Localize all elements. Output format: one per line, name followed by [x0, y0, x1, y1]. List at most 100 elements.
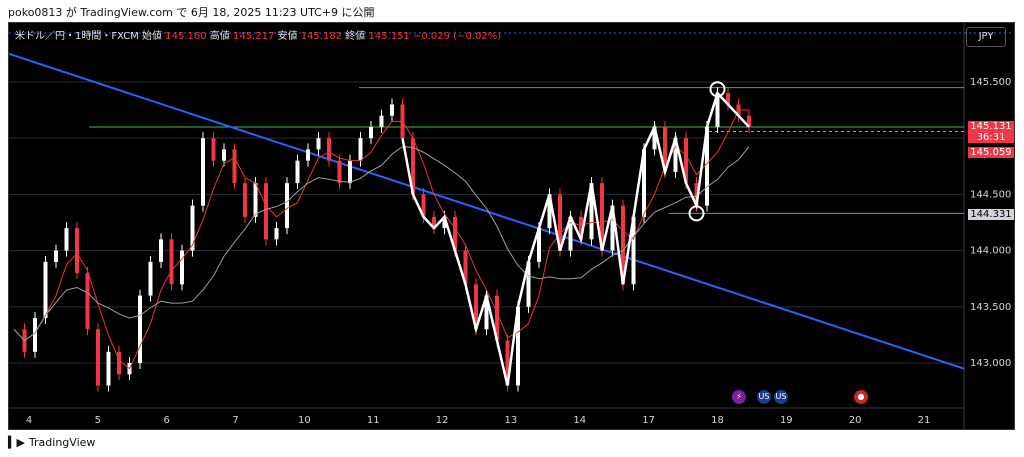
jp-flag-icon[interactable]: ● — [854, 390, 868, 404]
candle-body-60 — [642, 149, 646, 217]
high-label: 高値 — [209, 31, 230, 42]
candle-body-51 — [547, 194, 552, 229]
candle-body-6 — [75, 228, 79, 274]
brand-footer[interactable]: ▍▶ TradingView — [8, 436, 95, 449]
candle-body-43 — [463, 250, 468, 285]
low-marker — [688, 205, 705, 222]
candle-body-67 — [715, 93, 720, 127]
candle-body-58 — [621, 205, 625, 285]
candle-body-27 — [295, 160, 300, 184]
candle-body-47 — [505, 340, 510, 386]
price-chart[interactable]: 145.500145.000144.500144.000143.500143.0… — [9, 23, 1014, 429]
orange-level-tag: 145.059 — [968, 147, 1014, 158]
change-value: −0.029 (−0.02%) — [412, 31, 502, 42]
candle-body-56 — [600, 183, 604, 251]
candle-body-28 — [306, 149, 310, 161]
low-label: 安値 — [277, 31, 298, 42]
candle-body-17 — [190, 205, 195, 251]
candle-body-16 — [180, 250, 184, 285]
candle-body-48 — [516, 306, 520, 386]
candle-body-31 — [337, 160, 342, 184]
y-tick-label-4: 143.500 — [970, 302, 1011, 313]
candle-body-21 — [232, 149, 237, 184]
x-tick-label-3: 7 — [232, 415, 238, 426]
candle-body-3 — [43, 261, 48, 319]
currency-button[interactable]: JPY — [966, 27, 1006, 47]
candle-body-54 — [579, 216, 583, 240]
candle-body-30 — [327, 138, 331, 161]
x-tick-label-12: 20 — [849, 415, 862, 426]
candle-body-13 — [148, 261, 153, 296]
x-tick-label-1: 5 — [95, 415, 101, 426]
us-flag-icon-1[interactable]: US — [757, 390, 771, 404]
candle-body-9 — [106, 351, 111, 386]
open-label: 始値 — [142, 31, 163, 42]
candle-body-64 — [684, 138, 688, 184]
candle-body-53 — [568, 216, 573, 251]
candle-body-22 — [243, 183, 247, 217]
trendline — [9, 52, 965, 370]
candle-body-38 — [411, 138, 415, 195]
candle-body-57 — [610, 205, 615, 251]
candle-body-18 — [201, 138, 205, 206]
candle-body-50 — [537, 228, 541, 262]
candle-body-10 — [117, 351, 121, 375]
x-tick-label-11: 19 — [780, 415, 793, 426]
candle-body-44 — [474, 284, 478, 330]
current-price-tag: 145.131 36:31 — [968, 121, 1014, 143]
x-tick-label-5: 11 — [367, 415, 380, 426]
x-tick-label-4: 10 — [298, 415, 311, 426]
candle-body-39 — [421, 194, 426, 217]
candle-body-65 — [694, 183, 699, 206]
symbol-label: 米ドル／円・1時間・FXCM — [15, 31, 139, 42]
candle-body-49 — [526, 261, 531, 307]
candle-body-34 — [369, 126, 373, 139]
low-value: 145.182 — [300, 31, 343, 42]
candle-body-25 — [274, 228, 279, 240]
countdown: 36:31 — [976, 132, 1006, 143]
y-tick-label-5: 143.000 — [970, 358, 1011, 369]
candle-body-68 — [726, 93, 730, 105]
candle-body-4 — [54, 250, 58, 262]
candle-body-45 — [484, 295, 489, 330]
chart-frame[interactable]: 145.500145.000144.500144.000143.500143.0… — [8, 22, 1015, 430]
candle-body-42 — [453, 216, 457, 251]
candle-body-8 — [96, 329, 100, 386]
candle-body-23 — [253, 183, 258, 217]
ma-fast-line — [13, 109, 749, 370]
x-tick-label-8: 14 — [573, 415, 586, 426]
us-flag-icon-2[interactable]: US — [774, 390, 788, 404]
candle-body-14 — [159, 239, 163, 262]
candle-body-62 — [663, 126, 667, 172]
close-value: 145.151 — [368, 31, 410, 42]
candle-body-32 — [348, 160, 352, 184]
candle-body-7 — [85, 273, 90, 330]
gray-level-tag: 144.331 — [968, 209, 1014, 220]
high-value: 145.217 — [232, 31, 275, 42]
x-tick-label-9: 17 — [642, 415, 655, 426]
y-tick-label-2: 144.500 — [970, 189, 1011, 200]
y-tick-label-3: 144.000 — [970, 246, 1011, 257]
candle-body-24 — [264, 183, 268, 240]
x-tick-label-13: 21 — [918, 415, 931, 426]
zigzag-overlay — [401, 90, 750, 386]
candle-body-29 — [316, 138, 321, 150]
candle-body-15 — [169, 239, 174, 285]
candle-body-5 — [64, 228, 69, 251]
brand-name: TradingView — [28, 436, 96, 449]
candle-body-46 — [495, 295, 499, 341]
candle-body-2 — [33, 318, 37, 352]
candle-body-55 — [589, 183, 594, 240]
open-value: 145.160 — [165, 31, 207, 42]
event-icon-1[interactable]: ⚡ — [732, 390, 746, 404]
close-label: 終値 — [345, 31, 366, 42]
x-tick-label-7: 13 — [505, 415, 518, 426]
current-price: 145.131 — [970, 121, 1012, 132]
tradingview-logo-icon: ▍▶ — [8, 436, 25, 449]
candle-body-26 — [285, 183, 289, 229]
x-tick-label-6: 12 — [436, 415, 449, 426]
ohlc-legend: 米ドル／円・1時間・FXCM 始値 145.160 高値 145.217 安値 … — [15, 27, 501, 42]
candle-body-19 — [211, 138, 216, 161]
x-tick-label-0: 4 — [26, 415, 32, 426]
candle-body-59 — [631, 216, 636, 285]
